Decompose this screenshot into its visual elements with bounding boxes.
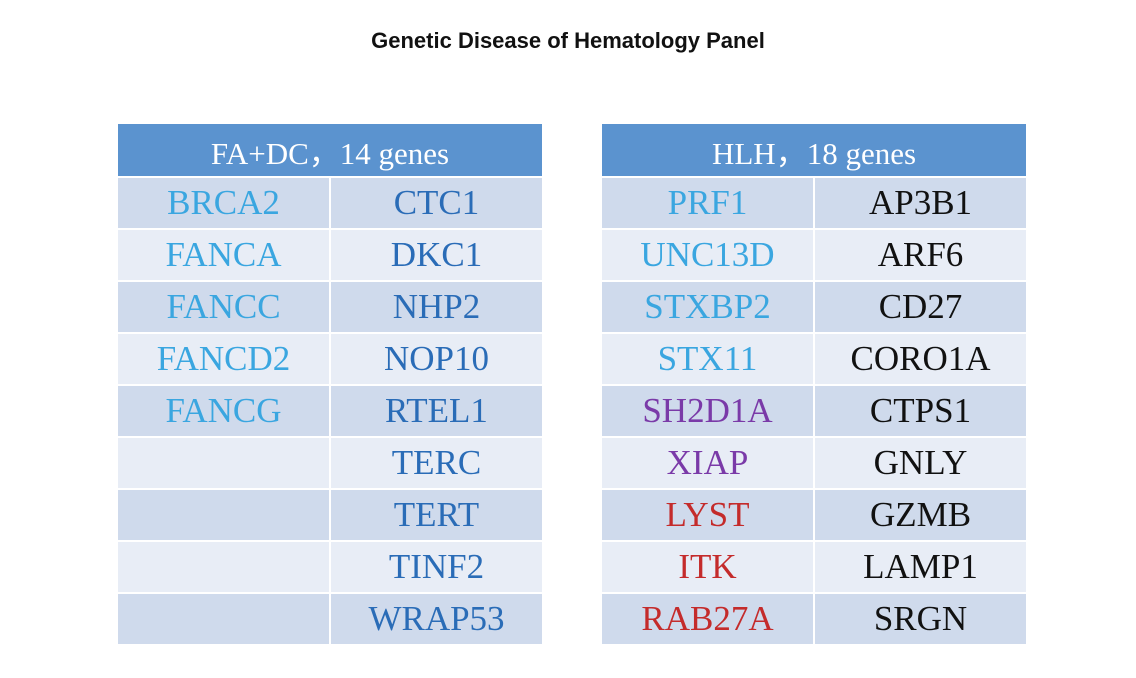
gene-cell: FANCD2 bbox=[118, 333, 331, 386]
gene-cell: GZMB bbox=[812, 489, 1027, 542]
gene-cell: NOP10 bbox=[329, 333, 542, 386]
table-header-row: HLH，18 genes bbox=[602, 124, 1027, 178]
table-header: HLH，18 genes bbox=[602, 124, 1027, 178]
gene-cell: CTC1 bbox=[329, 177, 542, 230]
gene-cell: RTEL1 bbox=[329, 385, 542, 438]
table-row: PRF1 AP3B1 bbox=[602, 177, 1027, 230]
gene-cell: RAB27A bbox=[602, 593, 815, 644]
table-row: STX11 CORO1A bbox=[602, 333, 1027, 386]
table-row: SH2D1A CTPS1 bbox=[602, 385, 1027, 438]
table-row: BRCA2 CTC1 bbox=[118, 177, 542, 230]
table-row: FANCG RTEL1 bbox=[118, 385, 542, 438]
gene-cell: LYST bbox=[602, 489, 815, 542]
table-body: BRCA2 CTC1 FANCA DKC1 FANCC NHP2 FANCD2 NOP10 FA… bbox=[118, 177, 542, 644]
gene-cell: SH2D1A bbox=[602, 385, 815, 438]
gene-cell: LAMP1 bbox=[812, 541, 1027, 594]
table-row: UNC13D ARF6 bbox=[602, 229, 1027, 282]
table-row: TERC bbox=[118, 437, 542, 490]
table-row: RAB27A SRGN bbox=[602, 593, 1027, 644]
gene-cell: CORO1A bbox=[812, 333, 1027, 386]
table-row: FANCD2 NOP10 bbox=[118, 333, 542, 386]
gene-cell: GNLY bbox=[812, 437, 1027, 490]
gene-cell: SRGN bbox=[812, 593, 1027, 644]
fa-dc-gene-table: FA+DC，14 genes BRCA2 CTC1 FANCA DKC1 FANCC NH… bbox=[118, 124, 542, 644]
table-row: STXBP2 CD27 bbox=[602, 281, 1027, 334]
gene-cell: ARF6 bbox=[812, 229, 1027, 282]
gene-cell: UNC13D bbox=[602, 229, 815, 282]
table-row: LYST GZMB bbox=[602, 489, 1027, 542]
gene-cell: PRF1 bbox=[602, 177, 815, 230]
table-header-row: FA+DC，14 genes bbox=[118, 124, 542, 178]
table-row: FANCA DKC1 bbox=[118, 229, 542, 282]
gene-cell: STX11 bbox=[602, 333, 815, 386]
gene-cell: CD27 bbox=[812, 281, 1027, 334]
gene-cell: TERT bbox=[329, 489, 542, 542]
table-row: WRAP53 bbox=[118, 593, 542, 644]
gene-cell bbox=[118, 437, 331, 490]
gene-cell: ITK bbox=[602, 541, 815, 594]
table-row: XIAP GNLY bbox=[602, 437, 1027, 490]
gene-cell: FANCA bbox=[118, 229, 331, 282]
gene-cell: TINF2 bbox=[329, 541, 542, 594]
gene-cell: FANCG bbox=[118, 385, 331, 438]
hlh-gene-table: HLH，18 genes PRF1 AP3B1 UNC13D ARF6 STXBP2 CD… bbox=[602, 124, 1027, 644]
gene-cell: FANCC bbox=[118, 281, 331, 334]
gene-cell: XIAP bbox=[602, 437, 815, 490]
gene-cell: AP3B1 bbox=[812, 177, 1027, 230]
table-body: PRF1 AP3B1 UNC13D ARF6 STXBP2 CD27 STX11 CORO1A… bbox=[602, 177, 1027, 644]
table-row: TERT bbox=[118, 489, 542, 542]
gene-cell bbox=[118, 489, 331, 542]
table-row: FANCC NHP2 bbox=[118, 281, 542, 334]
table-header: FA+DC，14 genes bbox=[118, 124, 542, 178]
page-title: Genetic Disease of Hematology Panel bbox=[371, 28, 765, 53]
gene-cell: NHP2 bbox=[329, 281, 542, 334]
gene-cell: CTPS1 bbox=[812, 385, 1027, 438]
gene-cell bbox=[118, 541, 331, 594]
gene-cell: BRCA2 bbox=[118, 177, 331, 230]
gene-cell bbox=[118, 593, 331, 644]
gene-cell: TERC bbox=[329, 437, 542, 490]
gene-cell: STXBP2 bbox=[602, 281, 815, 334]
gene-cell: DKC1 bbox=[329, 229, 542, 282]
gene-cell: WRAP53 bbox=[329, 593, 542, 644]
table-row: ITK LAMP1 bbox=[602, 541, 1027, 594]
table-row: TINF2 bbox=[118, 541, 542, 594]
